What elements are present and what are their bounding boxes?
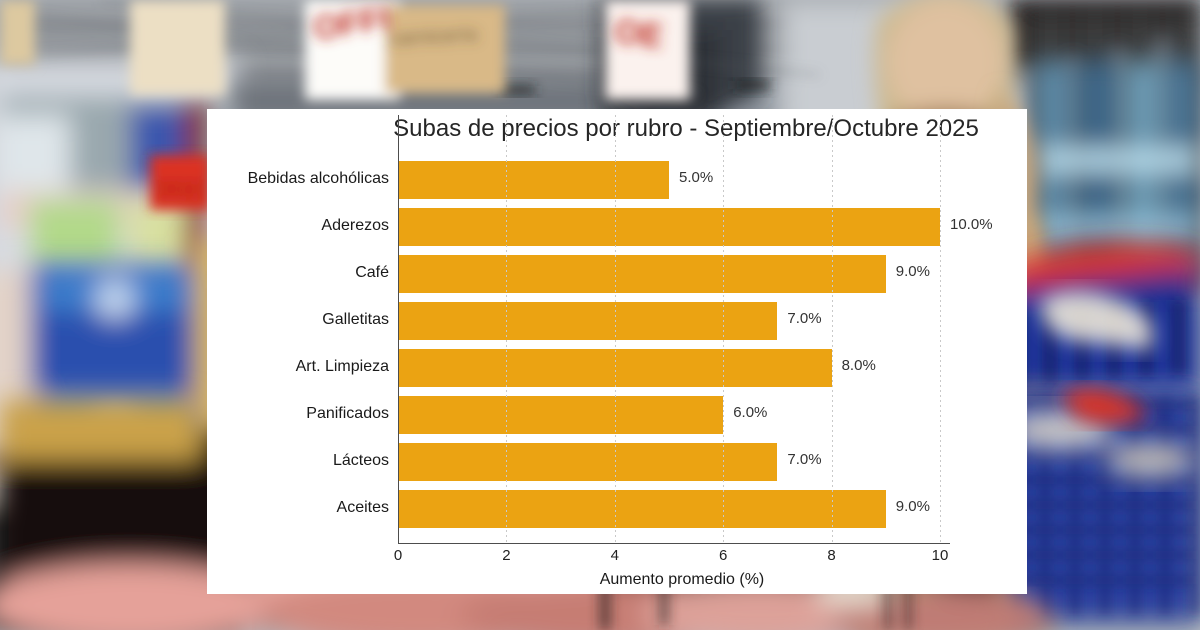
svg-text:998: 998 [155, 174, 205, 207]
svg-text:OE: OE [612, 12, 665, 56]
svg-text:carnicería: carnicería [389, 23, 479, 50]
